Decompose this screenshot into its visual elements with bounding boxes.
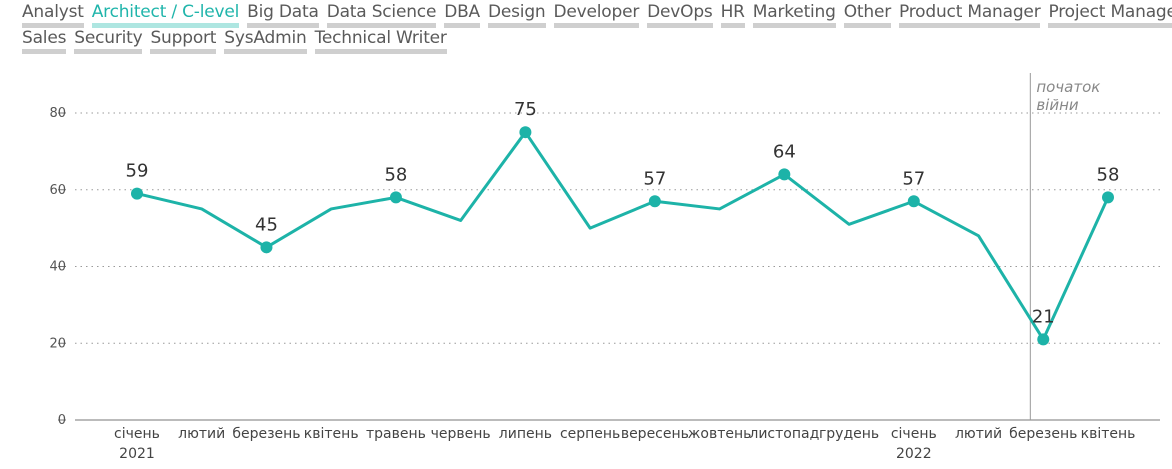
data-point <box>389 191 402 204</box>
series-polyline <box>136 130 1110 341</box>
x-tick-label: червень <box>431 426 491 442</box>
data-point <box>648 195 661 208</box>
data-label: 59 <box>126 161 149 182</box>
data-label: 64 <box>773 141 796 162</box>
filter-technical-writer[interactable]: Technical Writer <box>314 28 447 54</box>
y-tick-label-80: 80 <box>49 106 66 121</box>
filter-marketing[interactable]: Marketing <box>752 2 836 28</box>
data-label: 58 <box>1097 164 1120 185</box>
data-labels: 59 45 58 75 57 64 57 21 58 <box>126 99 1120 327</box>
data-label: 57 <box>643 168 666 189</box>
x-tick-label: квітень <box>304 426 359 442</box>
y-axis-ticks: 0 20 40 60 80 <box>49 106 66 428</box>
filter-big-data[interactable]: Big Data <box>247 2 319 28</box>
filter-architect-c-level[interactable]: Architect / C-level <box>91 2 239 28</box>
filter-hr[interactable]: HR <box>720 2 745 28</box>
data-point <box>778 168 791 181</box>
x-axis-ticks: січень лютий березень квітень травень червень… <box>114 426 1135 462</box>
x-tick-label: липень <box>499 426 552 442</box>
x-tick-label: березень <box>1009 426 1077 442</box>
data-point <box>1102 191 1114 204</box>
filter-product-manager[interactable]: Product Manager <box>899 2 1041 28</box>
x-tick-label: лютий <box>178 426 225 442</box>
x-year-label-2021: 2021 <box>119 446 155 462</box>
filter-design[interactable]: Design <box>488 2 546 28</box>
filter-security[interactable]: Security <box>74 28 143 54</box>
data-label: 45 <box>255 214 278 235</box>
filter-project-manager[interactable]: Project Manager <box>1048 2 1172 28</box>
x-tick-label: квітень <box>1081 426 1136 442</box>
filter-row-1: Analyst Architect / C-level Big Data Data S… <box>22 2 1172 28</box>
data-points <box>131 126 1114 346</box>
x-tick-label: серпень <box>560 426 620 442</box>
y-tick-label-0: 0 <box>58 413 66 428</box>
war-annotation-text: початок <box>1036 78 1100 96</box>
filter-bar: Analyst Architect / C-level Big Data Data S… <box>22 2 1172 54</box>
x-tick-label: лютий <box>955 426 1002 442</box>
data-label: 21 <box>1032 306 1055 327</box>
war-annotation-text: війни <box>1036 96 1079 114</box>
data-label: 58 <box>384 164 407 185</box>
filter-developer[interactable]: Developer <box>553 2 639 28</box>
filter-dba[interactable]: DBA <box>444 2 480 28</box>
x-tick-label: грудень <box>819 426 879 442</box>
x-tick-label: травень <box>366 426 426 442</box>
series-line <box>136 130 1110 341</box>
data-point <box>1037 333 1050 346</box>
data-label: 75 <box>514 99 537 120</box>
x-tick-label: березень <box>232 426 300 442</box>
x-tick-label: листопад <box>749 426 819 442</box>
x-tick-label: жовтень <box>688 426 752 442</box>
filter-devops[interactable]: DevOps <box>647 2 713 28</box>
x-year-label-2022: 2022 <box>896 446 932 462</box>
y-tick-label-20: 20 <box>49 336 66 351</box>
data-point <box>260 241 273 254</box>
x-tick-label: січень <box>891 426 937 442</box>
grid-lines <box>75 112 1160 421</box>
x-tick-label: вересень <box>621 426 689 442</box>
data-point <box>907 195 920 208</box>
data-point <box>519 126 532 139</box>
filter-row-2: Sales Security Support SysAdmin Technical Wr… <box>22 28 1167 54</box>
filter-support[interactable]: Support <box>150 28 216 54</box>
data-point <box>131 187 143 200</box>
y-tick-label-40: 40 <box>49 260 66 275</box>
y-tick-label-60: 60 <box>49 183 66 198</box>
x-tick-label: січень <box>114 426 160 442</box>
filter-sales[interactable]: Sales <box>22 28 66 54</box>
filter-other[interactable]: Other <box>843 2 891 28</box>
filter-analyst[interactable]: Analyst <box>22 2 84 28</box>
filter-sysadmin[interactable]: SysAdmin <box>224 28 307 54</box>
data-label: 57 <box>902 168 925 189</box>
filter-data-science[interactable]: Data Science <box>326 2 436 28</box>
